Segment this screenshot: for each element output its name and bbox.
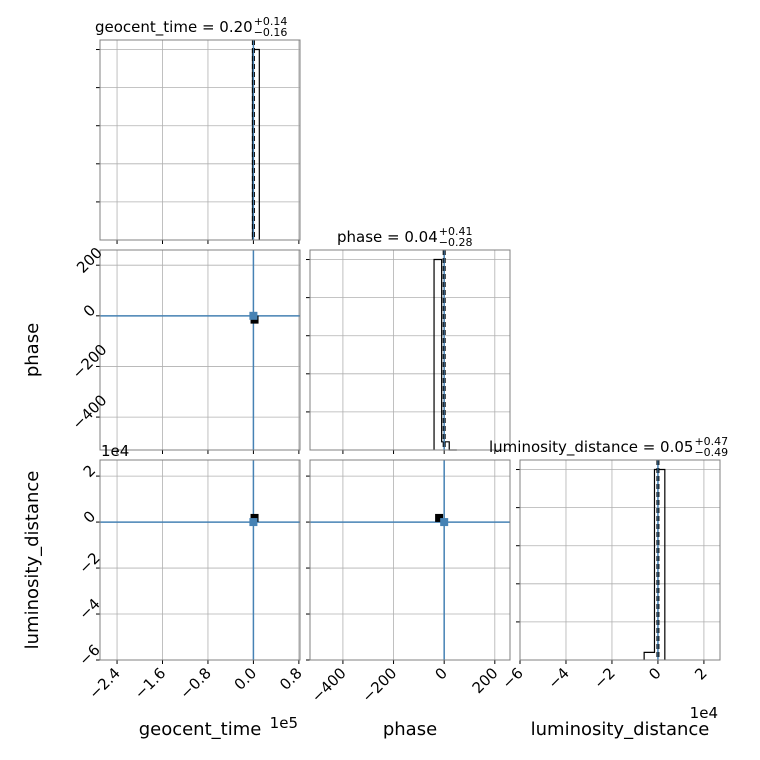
title-plus-error: +0.47 (694, 435, 728, 448)
x-tick-label: −4 (544, 664, 572, 692)
x-tick-label: 200 (469, 664, 502, 697)
x-offset-text: 1e5 (270, 714, 298, 732)
text-layer: −2.4 −1.6 −0.8 0.0 0.8 −400 −200 0 200−6 −4 −2 0 2−4… (22, 15, 728, 740)
data-layer (100, 40, 666, 660)
x-tick-label: 0.8 (276, 664, 306, 694)
x-tick-label: −400 (308, 664, 350, 706)
panel-luminosity_distance-vs-geocent_time-sample-point (250, 513, 259, 522)
title-plus-error: +0.14 (254, 15, 288, 28)
panel-luminosity_distance-vs-geocent_time-frame (99, 459, 301, 661)
y-tick-label: −4 (75, 595, 103, 623)
title-minus-error: −0.49 (694, 446, 728, 459)
x-offset-text: 1e4 (690, 704, 718, 722)
title-minus-error: −0.28 (439, 236, 473, 249)
y-tick-label: 0 (80, 301, 99, 320)
y-tick-label: 200 (73, 244, 106, 277)
y-offset-text: 1e4 (101, 442, 129, 460)
title-text: geocent_time = (95, 18, 219, 37)
x-tick-label: −1.6 (131, 664, 169, 702)
x-tick-label: 0 (645, 664, 664, 683)
x-tick-label: −6 (498, 664, 526, 692)
hist-geocent_time-frame (99, 39, 301, 241)
title-plus-error: +0.41 (439, 225, 473, 238)
x-axis-label: geocent_time (139, 719, 262, 740)
x-axis-label: luminosity_distance (531, 719, 710, 740)
title-median: 0.04 (404, 228, 437, 246)
y-tick-label: −200 (69, 341, 111, 383)
x-tick-label: −200 (359, 664, 401, 706)
x-tick-label: −2.4 (85, 664, 123, 702)
panel-title: geocent_time = 0.20 (95, 18, 253, 37)
panel-luminosity_distance-vs-geocent_time-truth-marker (249, 518, 258, 527)
y-tick-label: −400 (69, 391, 111, 433)
grid-layer (100, 40, 720, 661)
panel-phase-vs-geocent_time-truth-marker (249, 311, 258, 320)
y-axis-label: luminosity_distance (22, 471, 43, 650)
x-tick-label: −2 (590, 664, 618, 692)
x-tick-label: −0.8 (176, 664, 214, 702)
panel-luminosity_distance-vs-phase-sample-point (435, 513, 444, 522)
y-tick-label: 2 (80, 461, 99, 480)
hist-luminosity_distance-bars (643, 468, 666, 660)
x-tick-label: 0 (432, 664, 451, 683)
panel-phase-vs-geocent_time-frame (99, 249, 301, 451)
y-axis-label: phase (22, 323, 43, 377)
panel-title: luminosity_distance = 0.05 (489, 438, 693, 457)
title-minus-error: −0.16 (254, 26, 288, 39)
panel-title: phase = 0.04 (337, 228, 438, 246)
title-text: luminosity_distance = (489, 438, 660, 457)
y-tick-label: −2 (75, 549, 103, 577)
x-tick-label: 0.0 (231, 664, 261, 694)
hist-luminosity_distance-frame (519, 459, 721, 661)
x-axis-label: phase (383, 719, 437, 740)
title-text: phase = (337, 228, 404, 246)
hist-phase-frame (309, 249, 511, 451)
title-median: 0.20 (219, 18, 252, 36)
title-median: 0.05 (660, 438, 693, 456)
x-tick-label: 2 (691, 664, 710, 683)
y-tick-label: −6 (75, 641, 103, 669)
y-tick-label: 0 (80, 507, 99, 526)
panel-luminosity_distance-vs-phase-truth-marker (440, 518, 449, 527)
panel-luminosity_distance-vs-phase-frame (309, 459, 511, 661)
frame-layer (96, 39, 721, 664)
